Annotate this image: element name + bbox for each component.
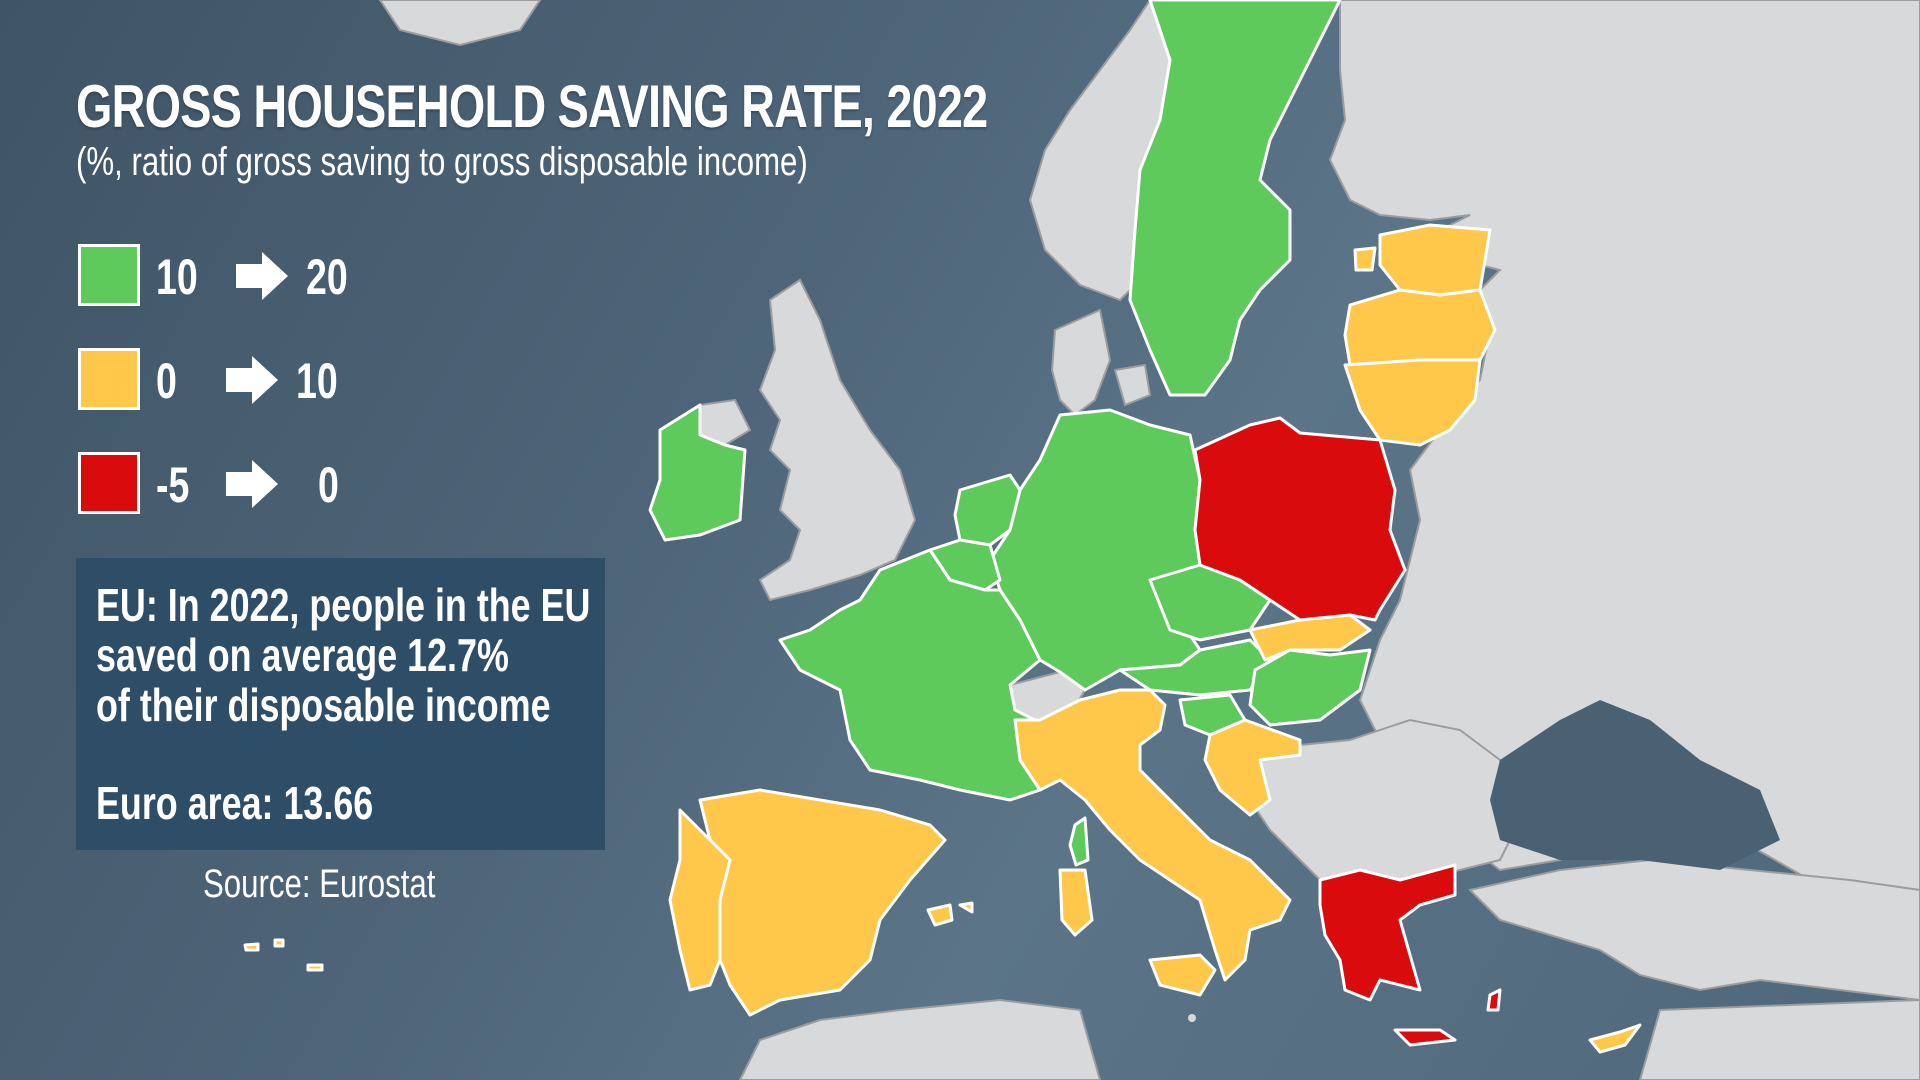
euro-area-value: Euro area: 13.66	[96, 777, 374, 829]
latvia	[1343, 288, 1497, 367]
legend-swatch-red	[78, 452, 140, 514]
sweden	[1128, 0, 1342, 397]
crete	[1393, 1028, 1457, 1047]
black-sea	[1490, 700, 1780, 870]
map-subtitle: (%, ratio of gross saving to gross dispo…	[76, 140, 808, 184]
yellow-countries	[243, 223, 1642, 1054]
corsica	[1068, 816, 1090, 867]
sicily	[1148, 953, 1217, 997]
right-arrow-icon	[226, 460, 278, 508]
info-line: EU: In 2022, people in the EU	[96, 579, 591, 631]
info-line: saved on average 12.7%	[96, 629, 509, 681]
red-countries	[1193, 416, 1502, 1047]
cyprus	[1588, 1023, 1642, 1054]
greece	[1318, 863, 1457, 1002]
legend-from: 0	[156, 353, 177, 409]
info-line: of their disposable income	[96, 679, 551, 731]
lithuania	[1343, 358, 1482, 447]
source-label: Source: Eurostat	[203, 862, 436, 906]
croatia	[1203, 718, 1302, 817]
ireland	[648, 403, 747, 542]
italy	[1013, 688, 1292, 982]
legend-to: 0	[318, 457, 339, 513]
spain	[698, 788, 947, 1017]
estonia	[1378, 223, 1492, 297]
portugal	[668, 808, 732, 992]
info-box: EU: In 2022, people in the EU saved on a…	[76, 558, 605, 850]
legend-swatch-green	[78, 244, 140, 306]
legend-swatch-yellow	[78, 348, 140, 410]
legend-to: 20	[306, 249, 348, 305]
hungary	[1248, 648, 1372, 727]
map-title: GROSS HOUSEHOLD SAVING RATE, 2022	[76, 73, 988, 140]
legend-to: 10	[296, 353, 338, 409]
france	[778, 548, 1042, 802]
sardinia	[1058, 868, 1094, 937]
legend-from: 10	[156, 249, 198, 305]
legend-from: -5	[156, 457, 190, 513]
right-arrow-icon	[236, 252, 288, 300]
netherlands	[953, 473, 1022, 547]
poland	[1193, 416, 1407, 622]
right-arrow-icon	[226, 356, 278, 404]
